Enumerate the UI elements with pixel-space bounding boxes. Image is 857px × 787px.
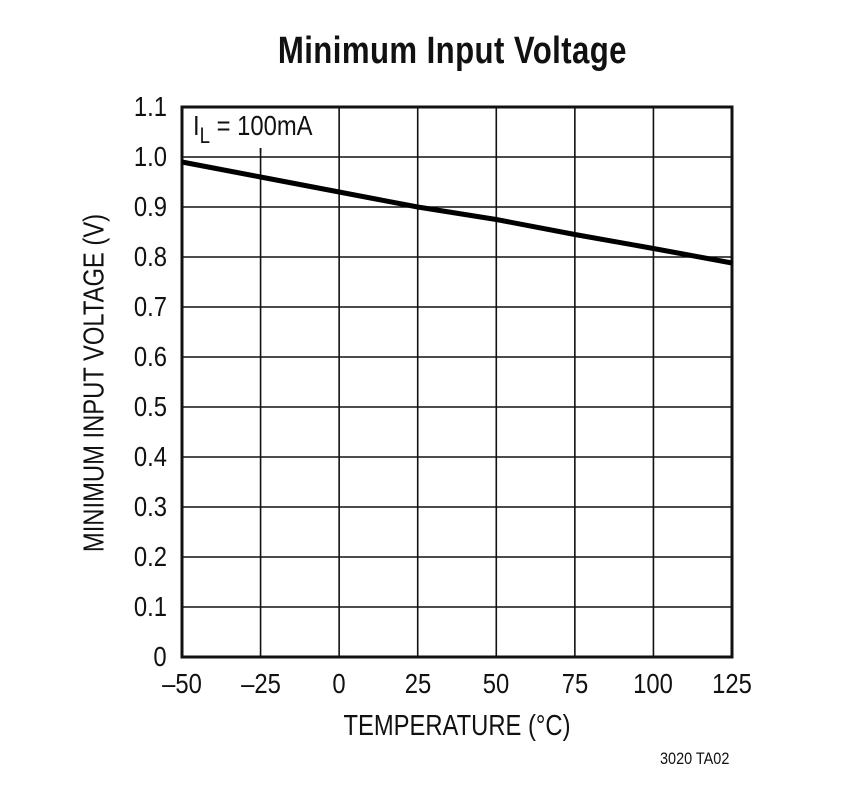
x-tick-label: 100 xyxy=(633,668,674,699)
y-tick-label: 0.4 xyxy=(133,441,167,472)
chart-title: Minimum Input Voltage xyxy=(277,30,627,72)
legend-annotation: IL = 100mA xyxy=(193,112,313,147)
x-tick-label: 0 xyxy=(332,668,346,699)
legend-background xyxy=(183,108,333,148)
y-tick-label: 0.8 xyxy=(133,241,167,272)
y-tick-label: 0.9 xyxy=(133,191,167,222)
y-tick-label: 1.0 xyxy=(133,141,167,172)
x-axis-label: TEMPERATURE (°C) xyxy=(343,710,571,742)
y-tick-label: 0.1 xyxy=(133,591,167,622)
x-tick-label: 125 xyxy=(712,668,752,699)
legend-subscript: L xyxy=(199,123,211,148)
x-tick-label: 50 xyxy=(483,668,510,699)
y-tick-label: 0.5 xyxy=(133,391,167,422)
x-tick-label: –50 xyxy=(162,668,202,699)
series-line xyxy=(181,159,733,266)
y-tick-label: 0.7 xyxy=(133,291,167,322)
x-tick-label: 75 xyxy=(561,668,589,699)
figure-id: 3020 TA02 xyxy=(660,749,730,768)
plot-frame xyxy=(180,105,734,659)
y-axis-label: MINIMUM INPUT VOLTAGE (V) xyxy=(78,213,111,553)
x-tick-label: 25 xyxy=(404,668,431,699)
y-tick-label: 0.3 xyxy=(133,491,167,522)
x-tick-label: –25 xyxy=(240,668,281,699)
legend-main: I xyxy=(193,110,200,141)
y-tick-label: 0 xyxy=(153,641,167,672)
legend-rest: = 100mA xyxy=(210,110,313,141)
y-tick-label: 1.1 xyxy=(133,91,167,122)
y-tick-label: 0.6 xyxy=(133,341,167,372)
y-tick-label: 0.2 xyxy=(133,541,167,572)
